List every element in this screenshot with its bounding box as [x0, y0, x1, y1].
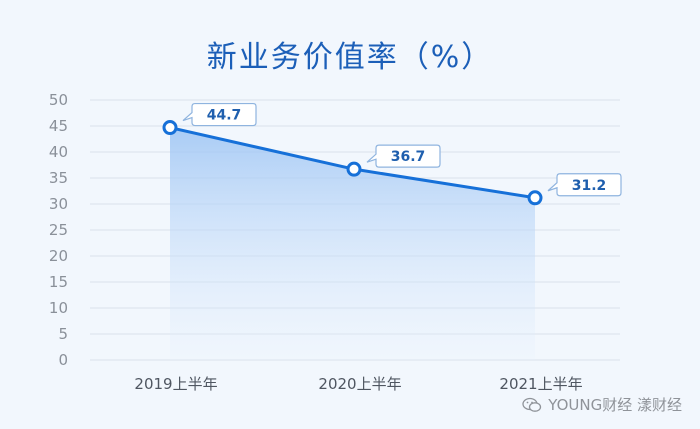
y-tick-label: 40	[49, 143, 68, 161]
data-point	[162, 120, 178, 136]
area-fill	[170, 127, 535, 360]
data-labels: 44.7 36.7 31.2	[182, 102, 622, 197]
watermark: YOUNG财经 漾财经	[522, 394, 682, 415]
y-tick-label: 5	[58, 325, 68, 343]
y-tick-label: 20	[49, 247, 68, 265]
data-label-callout: 44.7	[182, 102, 257, 127]
data-label-box	[366, 144, 441, 168]
data-label-box	[547, 173, 622, 197]
data-label-text: 36.7	[391, 149, 426, 165]
y-tick-label: 25	[49, 221, 68, 239]
x-tick-label: 2020上半年	[318, 375, 401, 393]
data-point	[346, 161, 362, 177]
data-label-text: 44.7	[207, 108, 242, 124]
y-tick-label: 15	[49, 273, 68, 291]
x-axis-tick-labels: 2019上半年 2020上半年 2021上半年	[134, 375, 582, 393]
data-points	[162, 120, 543, 206]
data-label-box	[182, 102, 257, 127]
watermark-text: YOUNG财经 漾财经	[548, 396, 682, 414]
wechat-icon	[522, 397, 542, 412]
x-tick-label: 2019上半年	[134, 375, 217, 393]
x-tick-label: 2021上半年	[499, 375, 582, 393]
chart-title: 新业务价值率（%）	[206, 40, 494, 75]
area-fill-shape	[170, 127, 535, 360]
y-axis-tick-labels: 0 5 10 15 20 25 30 35 40 45 50	[49, 91, 68, 369]
data-label-text: 31.2	[572, 178, 607, 194]
y-tick-label: 30	[49, 195, 68, 213]
data-point	[527, 190, 543, 206]
data-label-callout: 31.2	[547, 173, 622, 197]
data-label-callout: 36.7	[366, 144, 441, 168]
y-tick-label: 0	[58, 351, 68, 369]
y-tick-label: 35	[49, 169, 68, 187]
y-tick-label: 45	[49, 117, 68, 135]
y-tick-label: 50	[49, 91, 68, 109]
y-tick-label: 10	[49, 299, 68, 317]
